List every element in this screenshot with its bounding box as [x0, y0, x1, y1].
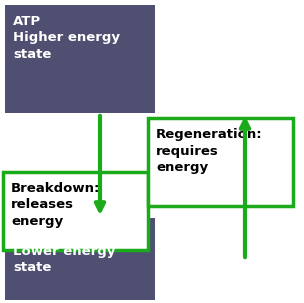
Text: ADP + Pi
Lower energy
state: ADP + Pi Lower energy state	[13, 228, 116, 274]
Bar	[5, 218, 155, 300]
Bar	[148, 118, 293, 206]
Text: Regeneration:
requires
energy: Regeneration: requires energy	[156, 128, 263, 174]
Text: Breakdown:
releases
energy: Breakdown: releases energy	[11, 182, 100, 228]
Bar	[5, 5, 155, 113]
Bar	[3, 172, 148, 250]
Text: ATP
Higher energy
state: ATP Higher energy state	[13, 15, 120, 61]
